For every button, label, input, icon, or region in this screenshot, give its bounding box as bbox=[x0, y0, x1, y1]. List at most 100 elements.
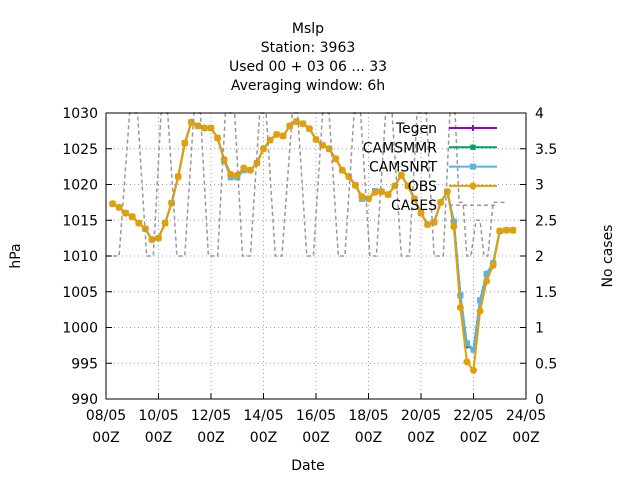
x-tick-label: 00Z bbox=[250, 430, 277, 446]
title-line-4: Averaging window: 6h bbox=[231, 78, 385, 94]
data-point bbox=[135, 219, 143, 227]
x-tick-label: 00Z bbox=[407, 430, 434, 446]
data-point bbox=[358, 193, 366, 201]
legend-label: CAMSMMR bbox=[363, 140, 437, 156]
series-line-camsnrt bbox=[112, 120, 513, 352]
series-line-cases bbox=[106, 112, 505, 257]
data-point bbox=[424, 221, 432, 229]
data-point bbox=[397, 171, 405, 179]
data-point bbox=[109, 200, 117, 208]
data-point bbox=[161, 219, 169, 227]
data-point bbox=[279, 132, 287, 140]
x-tick-label: 10/05 bbox=[138, 408, 178, 424]
legend: Tegen CAMSMMR CAMSNRT OBS CASES bbox=[363, 121, 497, 214]
data-point bbox=[351, 181, 359, 189]
y-tick-label: 1000 bbox=[62, 321, 98, 337]
y2-tick-label: 0 bbox=[535, 392, 544, 408]
x-tick-label: 24/05 bbox=[506, 408, 546, 424]
x-tick-label: 00Z bbox=[145, 430, 172, 446]
data-point bbox=[371, 188, 379, 196]
data-point bbox=[417, 209, 425, 217]
data-point bbox=[273, 130, 281, 138]
data-point bbox=[240, 164, 248, 172]
y-axis-label: hPa bbox=[8, 243, 24, 268]
data-point bbox=[122, 209, 130, 217]
x-axis-label: Date bbox=[291, 458, 324, 474]
data-point bbox=[305, 125, 313, 133]
x-tick-label: 12/05 bbox=[191, 408, 231, 424]
data-point bbox=[477, 297, 484, 304]
legend-marker bbox=[469, 144, 477, 151]
series-line-obs bbox=[112, 120, 513, 373]
data-point bbox=[483, 270, 490, 277]
data-point bbox=[194, 122, 202, 130]
data-point bbox=[246, 166, 254, 174]
y-tick-label: 1005 bbox=[62, 285, 98, 301]
x-tick-label: 00Z bbox=[302, 430, 329, 446]
data-point bbox=[260, 145, 267, 153]
x-tick-label: 00Z bbox=[197, 430, 224, 446]
chart-title: Mslp Station: 3963 Used 00 + 03 06 ... 3… bbox=[229, 21, 387, 94]
y-tick-label: 1030 bbox=[62, 106, 98, 122]
data-point bbox=[338, 166, 346, 174]
y2-tick-label: 0.5 bbox=[535, 356, 557, 372]
data-point bbox=[450, 223, 458, 231]
data-point bbox=[463, 340, 470, 347]
x-tick-label: 00Z bbox=[92, 430, 119, 446]
legend-label: Tegen bbox=[395, 121, 437, 137]
data-point bbox=[345, 173, 353, 181]
data-point bbox=[312, 135, 320, 143]
data-point bbox=[476, 307, 484, 315]
x-tick-label: 00Z bbox=[355, 430, 382, 446]
x-tick-label: 22/05 bbox=[453, 408, 493, 424]
grid bbox=[106, 113, 526, 399]
data-point bbox=[509, 226, 517, 234]
data-point bbox=[470, 346, 477, 353]
y2-tick-label: 1.5 bbox=[535, 285, 557, 301]
x-tick-label: 14/05 bbox=[243, 408, 283, 424]
data-point bbox=[483, 277, 491, 285]
data-point bbox=[456, 303, 464, 311]
y2-tick-label: 2.5 bbox=[535, 213, 557, 229]
data-point bbox=[181, 139, 189, 147]
tick-labels: 990 995 1000 1005 1010 1015 1020 1025 1030 0 0.5 1 1… bbox=[62, 106, 557, 446]
data-point bbox=[227, 170, 235, 178]
series-layer bbox=[106, 112, 517, 374]
data-point bbox=[384, 191, 392, 199]
y2-tick-label: 4 bbox=[535, 106, 544, 122]
data-point bbox=[437, 198, 445, 206]
data-point bbox=[378, 188, 386, 196]
y2-axis-label: No cases bbox=[600, 225, 616, 288]
data-point bbox=[443, 188, 451, 196]
y2-tick-label: 3.5 bbox=[535, 142, 557, 158]
series-line-camsmmr bbox=[112, 120, 513, 352]
title-line-2: Station: 3963 bbox=[261, 40, 356, 56]
data-point bbox=[155, 234, 162, 242]
data-point bbox=[404, 182, 412, 190]
legend-marker bbox=[469, 182, 477, 190]
x-tick-label: 20/05 bbox=[401, 408, 441, 424]
data-point bbox=[128, 213, 136, 221]
title-line-3: Used 00 + 03 06 ... 33 bbox=[229, 59, 387, 75]
x-tick-label: 08/05 bbox=[86, 408, 126, 424]
x-tick-label: 00Z bbox=[512, 430, 539, 446]
series-line-tegen bbox=[112, 120, 513, 352]
y-tick-label: 1010 bbox=[62, 249, 98, 265]
data-point bbox=[253, 159, 261, 167]
y-tick-label: 1015 bbox=[62, 213, 98, 229]
data-point bbox=[207, 124, 215, 132]
data-point bbox=[174, 173, 182, 181]
data-point bbox=[489, 261, 497, 269]
y2-tick-label: 1 bbox=[535, 321, 544, 337]
x-tick-label: 18/05 bbox=[348, 408, 388, 424]
y-tick-label: 1025 bbox=[62, 142, 98, 158]
data-point bbox=[220, 155, 228, 163]
y-tick-label: 990 bbox=[71, 392, 98, 408]
data-point bbox=[496, 227, 504, 235]
legend-label: CAMSNRT bbox=[369, 160, 438, 176]
data-point bbox=[214, 134, 222, 142]
data-point bbox=[299, 120, 307, 128]
legend-label: OBS bbox=[408, 179, 437, 195]
data-point bbox=[233, 171, 241, 179]
